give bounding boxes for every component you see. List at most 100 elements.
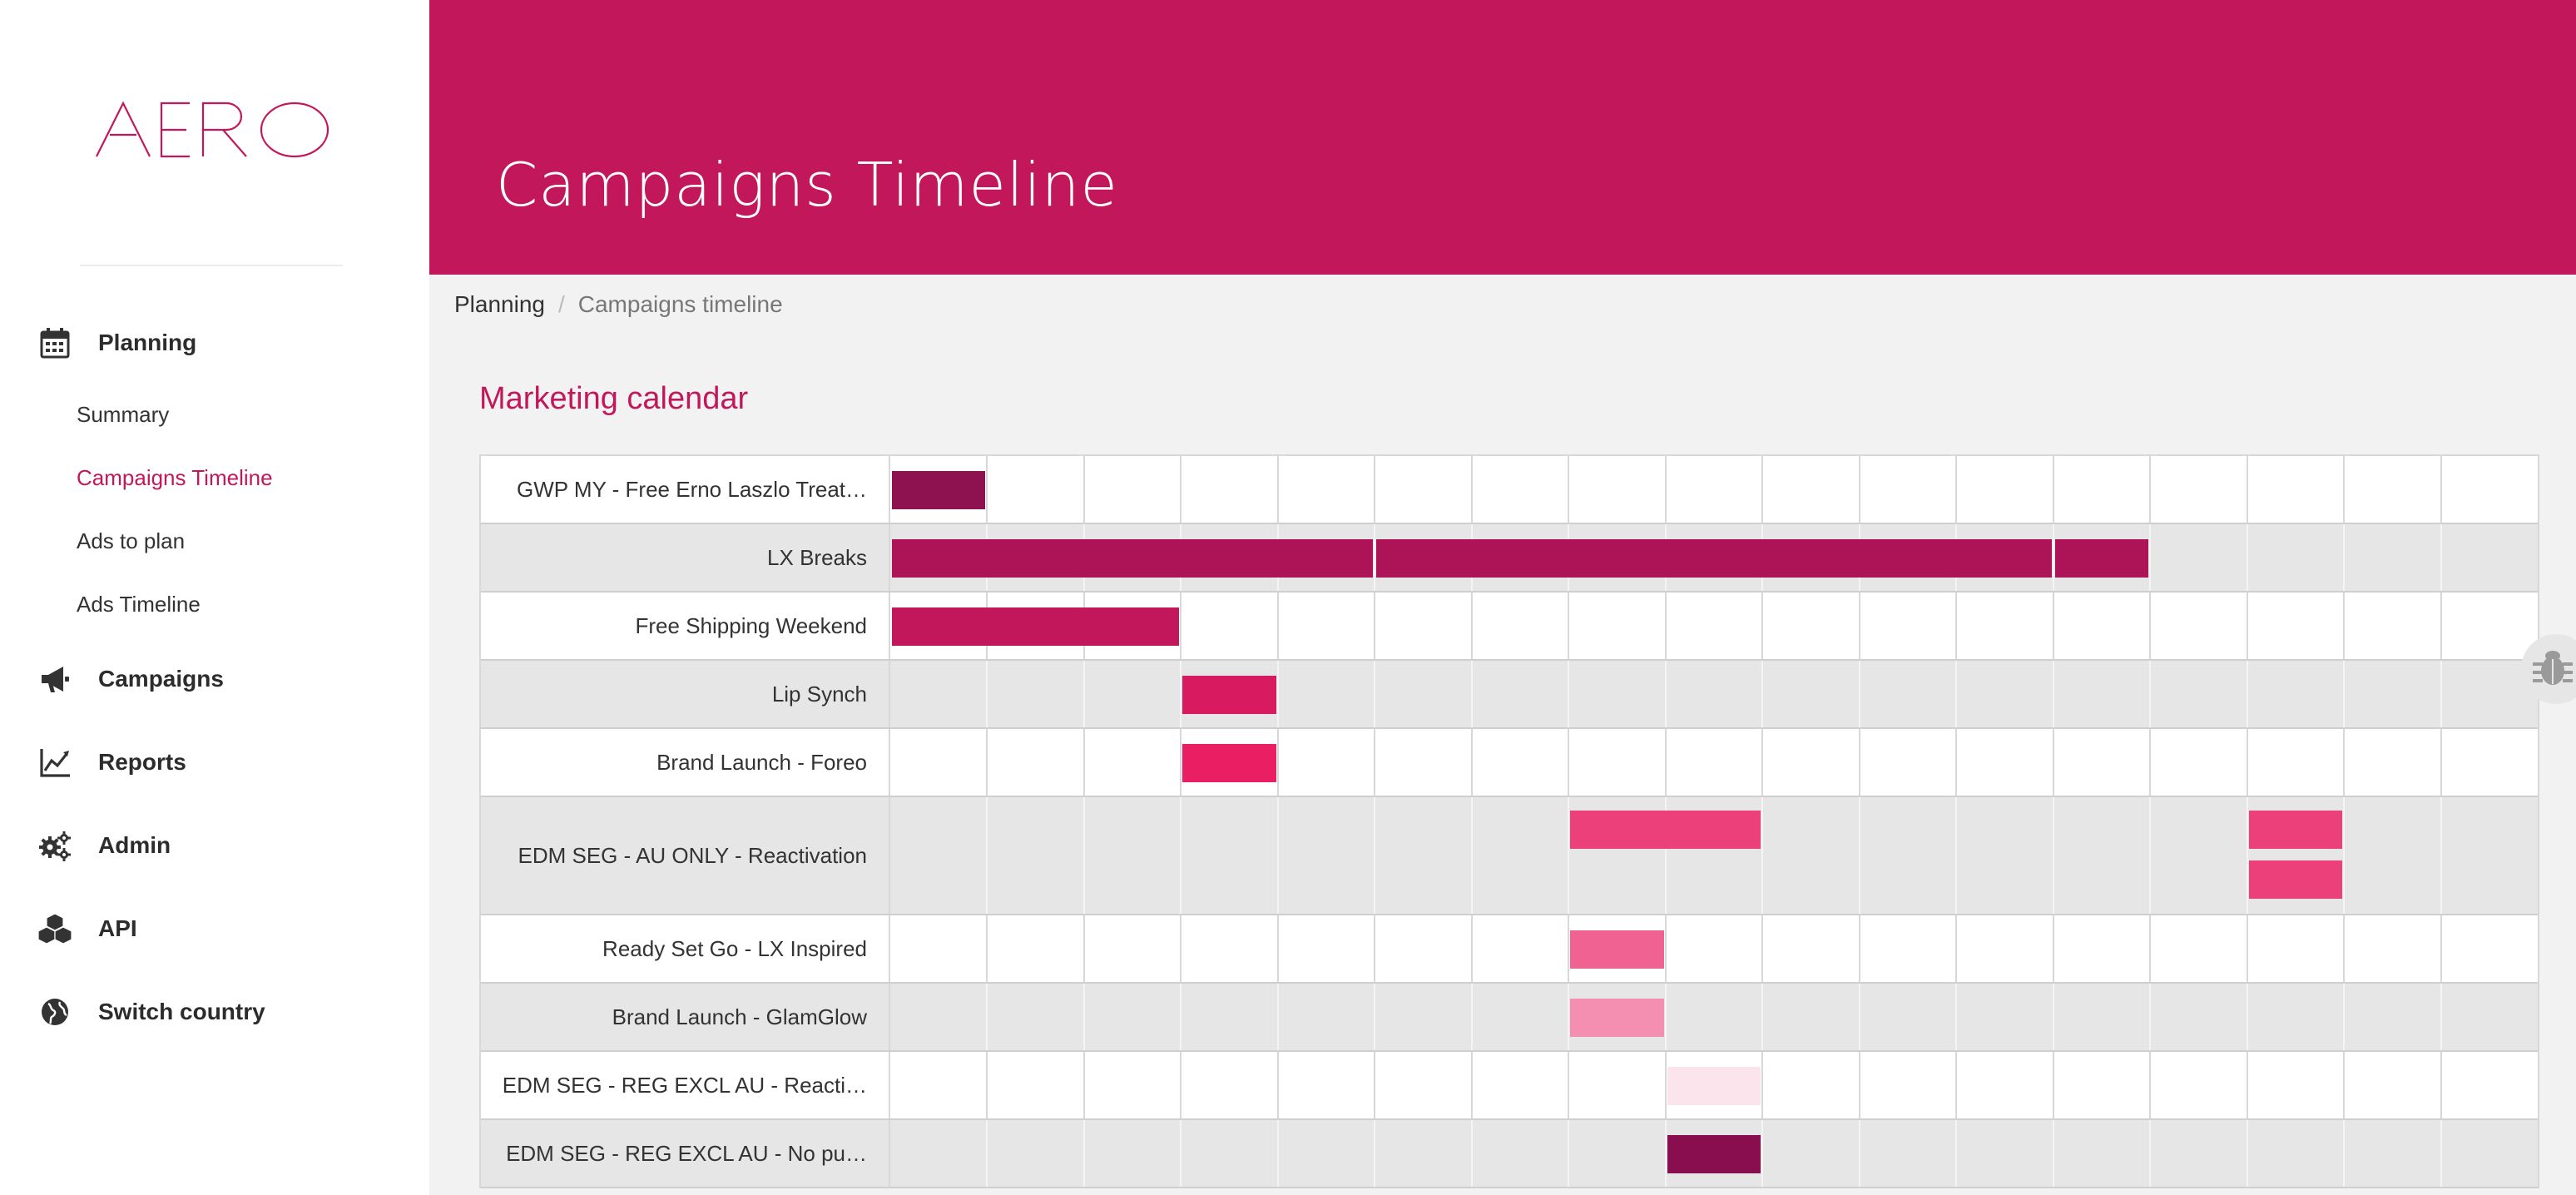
sub-item-summary[interactable]: Summary: [77, 401, 170, 427]
line-chart-icon: [37, 744, 73, 781]
grid-line: [1374, 456, 1376, 523]
nav-api-label: API: [98, 915, 137, 941]
sub-item-campaigns-timeline[interactable]: Campaigns Timeline: [77, 464, 273, 490]
campaign-bar[interactable]: [1182, 744, 1276, 782]
grid-line: [2343, 661, 2346, 727]
grid-line: [986, 661, 988, 727]
sub-item-ads-to-plan[interactable]: Ads to plan: [77, 528, 186, 553]
grid-line: [1761, 456, 1764, 523]
calendar-row-label[interactable]: Brand Launch - GlamGlow: [481, 984, 890, 1050]
grid-line: [2343, 729, 2346, 796]
nav-campaigns[interactable]: Campaigns: [37, 649, 224, 709]
grid-line: [2343, 984, 2346, 1050]
calendar-row-label[interactable]: LX Breaks: [481, 524, 890, 591]
nav-admin[interactable]: Admin: [37, 816, 171, 875]
calendar-row-label[interactable]: EDM SEG - REG EXCL AU - No pu…: [481, 1120, 890, 1187]
grid-line: [2246, 456, 2248, 523]
bug-report-button[interactable]: [2521, 634, 2576, 704]
calendar-row-grid: [890, 729, 2538, 796]
grid-line: [1761, 729, 1764, 796]
campaign-bar[interactable]: [1667, 1067, 1761, 1105]
grid-line: [2052, 984, 2054, 1050]
sub-item-ads-timeline[interactable]: Ads Timeline: [77, 591, 201, 617]
nav-api[interactable]: API: [37, 899, 137, 959]
aero-logo[interactable]: [92, 98, 333, 165]
grid-line: [2440, 524, 2442, 591]
bug-icon: [2529, 644, 2576, 695]
grid-line: [1568, 915, 1570, 982]
grid-line: [1470, 915, 1473, 982]
grid-line: [2440, 593, 2442, 659]
aero-logo-image: [96, 101, 329, 158]
grid-line: [2052, 915, 2054, 982]
grid-line: [2149, 593, 2152, 659]
nav-reports[interactable]: Reports: [37, 732, 186, 792]
grid-line: [2246, 661, 2248, 727]
campaign-bar[interactable]: [1570, 811, 1761, 849]
grid-line: [1374, 984, 1376, 1050]
campaign-bar[interactable]: [892, 539, 1374, 578]
grid-line: [2149, 661, 2152, 727]
calendar-row-label[interactable]: EDM SEG - AU ONLY - Reactivation: [481, 797, 890, 914]
grid-line: [1374, 524, 1376, 591]
calendar-row-grid: [890, 915, 2538, 982]
calendar-row-label[interactable]: EDM SEG - REG EXCL AU - Reacti…: [481, 1052, 890, 1118]
grid-line: [2052, 661, 2054, 727]
campaign-bar[interactable]: [2248, 860, 2343, 899]
campaign-bar[interactable]: [892, 607, 1180, 646]
campaign-bar[interactable]: [1376, 539, 2052, 578]
grid-line: [1858, 984, 1860, 1050]
grid-line: [2149, 915, 2152, 982]
calendar-row-label[interactable]: Lip Synch: [481, 661, 890, 727]
campaign-bar[interactable]: [1667, 1135, 1761, 1173]
grid-line: [1568, 1052, 1570, 1118]
grid-line: [986, 1120, 988, 1187]
grid-line: [1664, 984, 1667, 1050]
grid-line: [2440, 1120, 2442, 1187]
grid-line: [1664, 1120, 1667, 1187]
grid-line: [1180, 1120, 1182, 1187]
grid-line: [1955, 661, 1958, 727]
campaign-bar[interactable]: [1570, 999, 1664, 1037]
nav-switch-country[interactable]: Switch country: [37, 982, 265, 1042]
calendar-row-label[interactable]: Free Shipping Weekend: [481, 593, 890, 659]
calendar-row-grid: [890, 661, 2538, 727]
campaign-bar[interactable]: [2248, 811, 2343, 849]
grid-line: [1180, 593, 1182, 659]
campaign-bar[interactable]: [1182, 676, 1276, 714]
cubes-icon: [37, 910, 73, 947]
grid-line: [1568, 729, 1570, 796]
calendar-row-label[interactable]: GWP MY - Free Erno Laszlo Treat…: [481, 456, 890, 523]
grid-line: [1761, 593, 1764, 659]
nav-switch-country-label: Switch country: [98, 999, 265, 1024]
marketing-calendar-title: Marketing calendar: [479, 381, 749, 416]
campaign-bar[interactable]: [892, 471, 986, 509]
grid-line: [2246, 915, 2248, 982]
grid-line: [2052, 524, 2054, 591]
grid-line: [2246, 984, 2248, 1050]
breadcrumb-planning[interactable]: Planning: [454, 291, 545, 317]
calendar-row-label[interactable]: Brand Launch - Foreo: [481, 729, 890, 796]
grid-line: [1858, 456, 1860, 523]
calendar-row: GWP MY - Free Erno Laszlo Treat…: [481, 456, 2538, 524]
grid-line: [1858, 915, 1860, 982]
grid-line: [986, 984, 988, 1050]
grid-line: [2440, 984, 2442, 1050]
page-title: Campaigns Timeline: [496, 150, 1118, 220]
calendar-row-label[interactable]: Ready Set Go - LX Inspired: [481, 915, 890, 982]
grid-line: [2052, 593, 2054, 659]
grid-line: [1568, 456, 1570, 523]
campaign-bar[interactable]: [2054, 539, 2149, 578]
page-header: Campaigns Timeline: [429, 0, 2576, 275]
breadcrumb-campaigns-timeline: Campaigns timeline: [577, 291, 783, 317]
grid-line: [1568, 1120, 1570, 1187]
grid-line: [2149, 524, 2152, 591]
grid-line: [1761, 915, 1764, 982]
campaign-bar[interactable]: [1570, 930, 1664, 969]
calendar-row: Brand Launch - Foreo: [481, 729, 2538, 797]
grid-line: [1276, 456, 1279, 523]
nav-planning[interactable]: Planning: [37, 313, 196, 373]
grid-line: [1955, 797, 1958, 914]
grid-line: [2343, 1120, 2346, 1187]
calendar-row: EDM SEG - REG EXCL AU - Reacti…: [481, 1052, 2538, 1120]
